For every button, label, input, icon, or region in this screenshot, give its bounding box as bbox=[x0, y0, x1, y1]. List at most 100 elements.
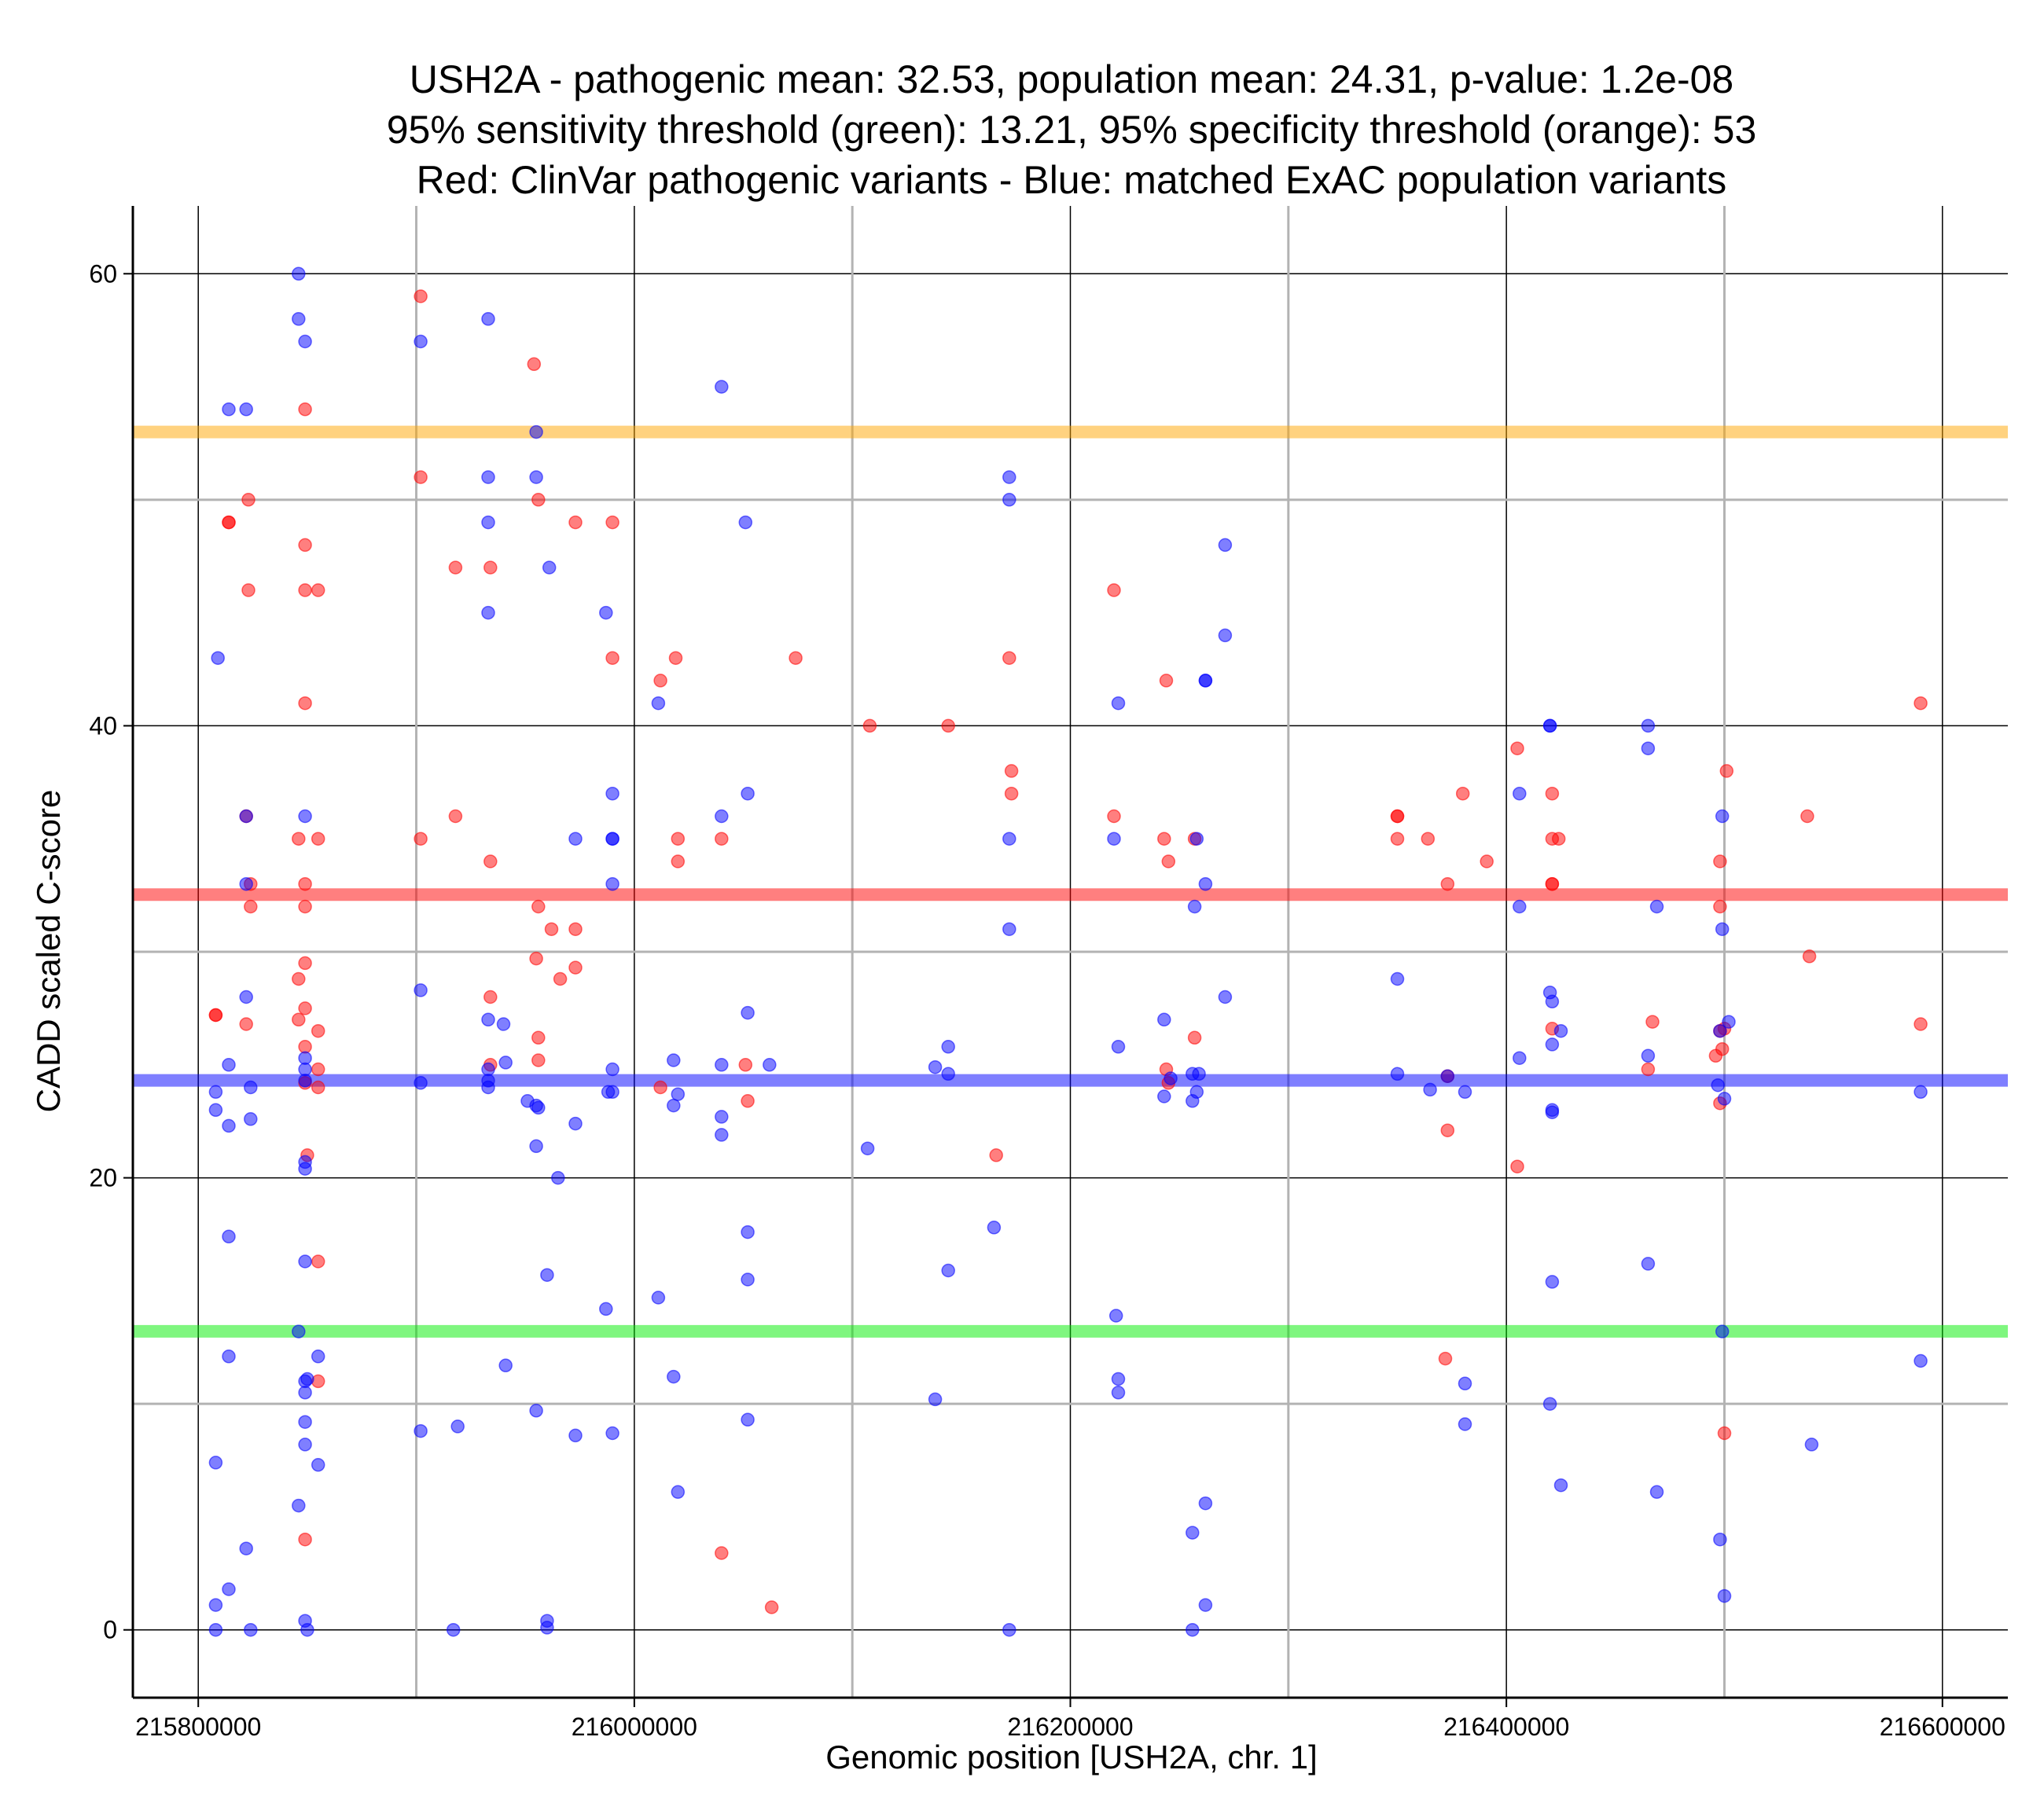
population-point bbox=[298, 1074, 312, 1088]
population-point bbox=[605, 1426, 619, 1441]
population-point bbox=[551, 1170, 565, 1185]
population-point bbox=[222, 1229, 236, 1244]
pathogenic-point bbox=[1480, 854, 1494, 868]
pathogenic-point bbox=[1719, 764, 1734, 778]
population-point bbox=[208, 1085, 223, 1100]
pathogenic-point bbox=[671, 854, 686, 868]
population-point bbox=[498, 1358, 513, 1373]
pathogenic-point bbox=[1510, 741, 1524, 755]
population-point bbox=[1641, 1257, 1656, 1271]
population-point bbox=[298, 1415, 312, 1429]
population-point bbox=[540, 1268, 554, 1282]
population-point bbox=[1513, 899, 1527, 914]
pathogenic-point bbox=[1913, 696, 1928, 711]
population-point bbox=[481, 1062, 495, 1077]
population-point bbox=[481, 515, 495, 530]
population-points bbox=[208, 266, 1928, 1637]
population-point bbox=[222, 402, 236, 417]
population-point bbox=[1715, 1324, 1730, 1338]
pathogenic-point bbox=[653, 674, 667, 688]
population-point bbox=[529, 1139, 543, 1154]
pathogenic-point bbox=[298, 538, 312, 553]
population-point bbox=[1192, 1067, 1206, 1081]
pathogenic-point bbox=[1107, 809, 1121, 824]
pathogenic-point bbox=[298, 696, 312, 711]
title-line-3: Red: ClinVar pathogenic variants - Blue:… bbox=[417, 158, 1727, 202]
population-point bbox=[208, 1103, 223, 1118]
population-point bbox=[298, 809, 312, 824]
population-point bbox=[1218, 628, 1233, 643]
population-point bbox=[1715, 809, 1730, 824]
population-point bbox=[1542, 718, 1557, 733]
population-point bbox=[1641, 741, 1656, 755]
population-point bbox=[671, 1485, 686, 1500]
pathogenic-point bbox=[668, 651, 683, 665]
population-point bbox=[928, 1392, 943, 1407]
pathogenic-point bbox=[298, 1040, 312, 1054]
population-point bbox=[298, 1386, 312, 1400]
population-point bbox=[1641, 718, 1656, 733]
pathogenic-point bbox=[208, 1008, 223, 1023]
population-point bbox=[1111, 696, 1126, 711]
population-point bbox=[605, 786, 619, 801]
population-point bbox=[1713, 1532, 1727, 1547]
population-point bbox=[1545, 994, 1560, 1009]
pathogenic-point bbox=[738, 1058, 753, 1072]
chart-title: USH2A - pathogenic mean: 32.53, populati… bbox=[387, 57, 1757, 202]
pathogenic-point bbox=[448, 560, 463, 575]
population-point bbox=[1713, 1023, 1727, 1038]
pathogenic-point bbox=[1641, 1062, 1656, 1077]
population-point bbox=[208, 1598, 223, 1612]
pathogenic-point bbox=[311, 1080, 325, 1095]
population-point bbox=[1198, 1598, 1213, 1612]
population-point bbox=[1390, 1067, 1405, 1081]
population-point bbox=[1545, 1105, 1560, 1119]
pathogenic-point bbox=[989, 1148, 1003, 1162]
x-tick-label: 216200000 bbox=[1007, 1713, 1133, 1741]
population-point bbox=[531, 1100, 546, 1115]
population-point bbox=[244, 1622, 258, 1637]
population-point bbox=[298, 1254, 312, 1269]
population-point bbox=[311, 1458, 325, 1472]
pathogenic-point bbox=[298, 402, 312, 417]
pathogenic-point bbox=[553, 971, 568, 986]
population-point bbox=[763, 1058, 777, 1072]
population-point bbox=[414, 334, 428, 349]
title-line-1: USH2A - pathogenic mean: 32.53, populati… bbox=[410, 57, 1733, 101]
population-point bbox=[208, 1456, 223, 1470]
title-line-2: 95% sensitivity threshold (green): 13.21… bbox=[387, 108, 1757, 152]
pathogenic-point bbox=[298, 583, 312, 597]
pathogenic-point bbox=[1107, 583, 1121, 597]
pathogenic-point bbox=[544, 922, 559, 936]
pathogenic-point bbox=[531, 899, 546, 914]
population-point bbox=[529, 424, 543, 439]
pathogenic-point bbox=[311, 832, 325, 846]
population-point bbox=[542, 560, 557, 575]
x-axis-ticks: 215800000 216000000 216200000 216400000 2166… bbox=[135, 1698, 2005, 1741]
population-point bbox=[414, 1076, 428, 1090]
population-point bbox=[667, 1098, 681, 1113]
population-point bbox=[1002, 832, 1016, 846]
population-point bbox=[298, 1438, 312, 1452]
pathogenic-point bbox=[1717, 1426, 1732, 1441]
population-point bbox=[529, 470, 543, 484]
population-point bbox=[599, 1302, 613, 1316]
population-point bbox=[1218, 538, 1233, 553]
pathogenic-point bbox=[605, 515, 619, 530]
population-point bbox=[1715, 922, 1730, 936]
population-point bbox=[1711, 1078, 1725, 1092]
pathogenic-point bbox=[244, 899, 258, 914]
population-point bbox=[239, 809, 253, 824]
population-point bbox=[222, 1582, 236, 1596]
population-point bbox=[1189, 1085, 1204, 1100]
population-point bbox=[239, 402, 253, 417]
population-point bbox=[715, 1128, 729, 1142]
pathogenic-point bbox=[239, 1017, 253, 1031]
population-point bbox=[671, 1087, 686, 1101]
population-point bbox=[667, 1053, 681, 1067]
population-point bbox=[860, 1141, 875, 1155]
population-point bbox=[244, 1080, 258, 1095]
population-point bbox=[741, 1005, 755, 1020]
pathogenic-point bbox=[1002, 651, 1016, 665]
